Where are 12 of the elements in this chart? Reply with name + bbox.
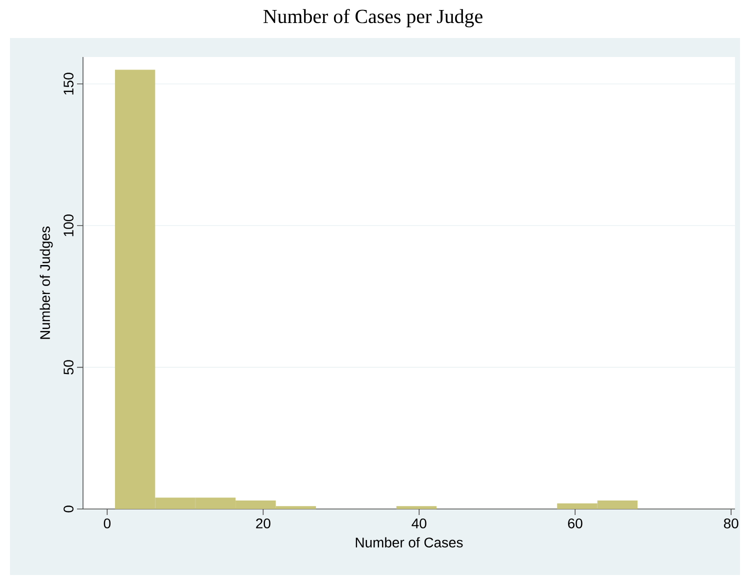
x-tick-label: 40 bbox=[412, 518, 426, 528]
x-tick-label: 0 bbox=[104, 518, 111, 528]
x-tick-label: 60 bbox=[568, 518, 582, 528]
y-axis-title: Number of Judges bbox=[40, 226, 53, 339]
chart-title: Number of Cases per Judge bbox=[263, 8, 482, 28]
y-tick-label: 100 bbox=[64, 214, 74, 236]
y-tick-label: 50 bbox=[64, 360, 74, 374]
x-tick-label: 20 bbox=[256, 518, 270, 528]
y-tick-label: 0 bbox=[64, 506, 74, 512]
x-tick-label: 80 bbox=[724, 518, 738, 528]
y-tick-label: 150 bbox=[64, 72, 74, 94]
x-axis-title: Number of Cases bbox=[356, 537, 463, 548]
